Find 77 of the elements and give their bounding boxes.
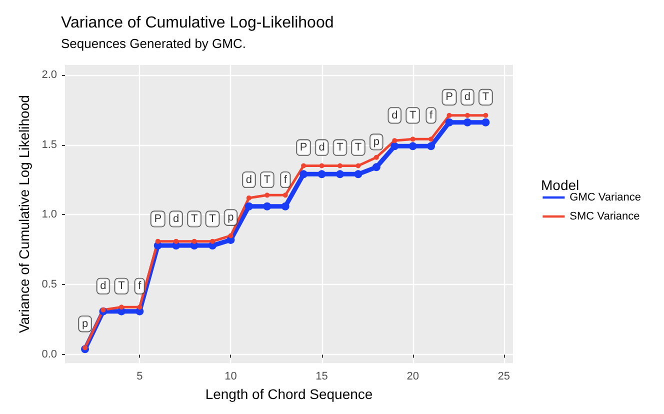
point <box>336 170 344 178</box>
x-tick-label: 20 <box>406 370 419 383</box>
annotation: p <box>373 136 380 148</box>
point <box>374 154 379 160</box>
point <box>244 202 253 210</box>
x-tick-label: 10 <box>224 370 237 383</box>
annotation: P <box>446 91 453 104</box>
y-tick-label: 0.0 <box>42 348 57 361</box>
point <box>445 118 454 126</box>
point <box>301 163 306 168</box>
annotation: d <box>173 212 180 225</box>
point <box>319 163 324 168</box>
point <box>263 202 272 210</box>
annotation: p <box>228 212 234 224</box>
point <box>100 307 106 312</box>
x-tick-label: 15 <box>316 370 328 383</box>
y-tick-label: 2.0 <box>42 68 57 81</box>
annotation: d <box>464 91 471 104</box>
annotation: P <box>154 212 162 225</box>
y-tick-label: 0.5 <box>42 278 57 291</box>
point <box>408 142 417 150</box>
point <box>483 112 488 118</box>
point <box>137 304 142 310</box>
annotation: d <box>392 109 398 122</box>
point <box>155 238 160 244</box>
point <box>264 192 270 198</box>
point <box>482 118 490 126</box>
point <box>427 142 436 150</box>
legend-label: SMC Variance <box>570 210 640 222</box>
point <box>318 170 326 178</box>
annotation: d <box>246 174 252 186</box>
point <box>210 238 216 244</box>
annotation: d <box>100 280 106 292</box>
point <box>282 192 288 198</box>
point <box>390 142 399 150</box>
annotation: d <box>318 142 325 154</box>
annotation: T <box>336 142 344 154</box>
x-tick-label: 5 <box>136 370 143 383</box>
point <box>356 163 361 168</box>
chart-title: Variance of Cumulative Log-Likelihood <box>61 14 334 32</box>
point <box>118 304 124 310</box>
annotation: P <box>300 142 308 154</box>
annotation: T <box>409 109 416 122</box>
annotation: f <box>284 174 288 186</box>
point <box>300 170 308 178</box>
annotation: T <box>209 212 216 225</box>
annotation: T <box>190 212 198 225</box>
point <box>281 202 290 210</box>
point <box>174 238 179 244</box>
point <box>446 112 452 118</box>
point <box>464 112 470 118</box>
annotation: p <box>82 318 88 330</box>
x-axis-title: Length of Chord Sequence <box>205 386 373 402</box>
annotation: T <box>264 174 271 186</box>
annotation: f <box>138 280 142 292</box>
point <box>428 136 434 142</box>
annotation: T <box>482 91 490 104</box>
y-tick-label: 1.5 <box>42 138 57 151</box>
annotation: T <box>118 280 126 292</box>
x-tick-label: 25 <box>498 370 510 383</box>
annotation: T <box>354 142 362 154</box>
point <box>410 136 416 142</box>
point <box>228 233 234 238</box>
point <box>246 195 252 200</box>
legend-title: Model <box>541 177 580 193</box>
legend-label: GMC Variance <box>570 192 642 204</box>
point <box>337 163 342 168</box>
point <box>392 138 398 144</box>
y-axis-title: Variance of Cumulative Log Likelihood <box>16 95 32 333</box>
annotation: f <box>430 109 434 122</box>
point <box>192 238 197 244</box>
y-tick-label: 1.0 <box>42 208 57 221</box>
point <box>463 118 472 126</box>
point <box>354 170 362 178</box>
chart-subtitle: Sequences Generated by GMC. <box>61 36 246 51</box>
point <box>372 163 380 172</box>
point <box>82 345 88 350</box>
